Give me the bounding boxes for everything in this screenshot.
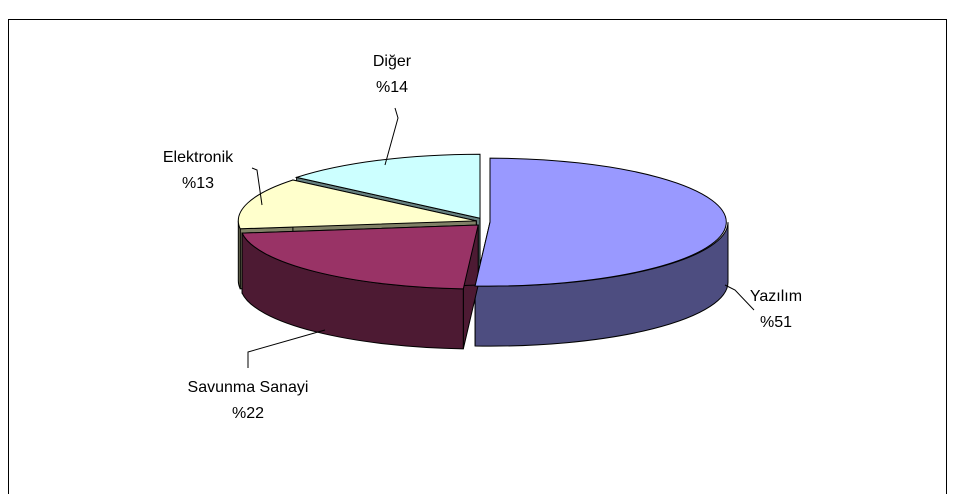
category-label: Yazılım (750, 288, 802, 305)
leader-line (251, 167, 263, 206)
slice-wall (237, 220, 241, 290)
value-label: %14 (376, 79, 408, 96)
category-label: Savunma Sanayi (188, 379, 309, 396)
leader-line (247, 329, 326, 368)
slice-wall (474, 222, 729, 347)
leader-line (724, 284, 755, 311)
pie-tops (237, 153, 727, 290)
pie-slice (241, 224, 479, 290)
pie-labels: Yazılım %51 Savunma Sanayi %22 Elektronik %13… (163, 53, 802, 422)
leader-line (384, 107, 399, 166)
value-label: %22 (232, 405, 264, 422)
value-label: %51 (760, 314, 792, 331)
pie-slice (237, 179, 477, 230)
category-label: Diğer (373, 53, 412, 70)
value-label: %13 (182, 175, 214, 192)
pie-slice (294, 153, 481, 219)
category-label: Elektronik (163, 149, 234, 166)
pie-slice (474, 157, 727, 287)
